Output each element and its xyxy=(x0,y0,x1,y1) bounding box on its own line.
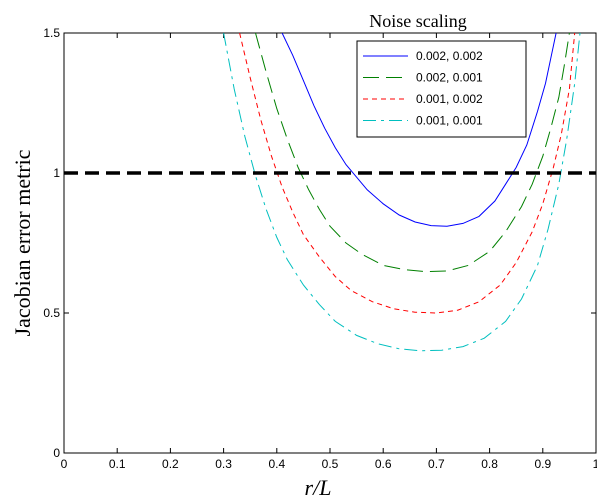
series-line-2 xyxy=(255,33,570,273)
y-tick-label: 0 xyxy=(53,446,60,460)
legend: Noise scaling 0.002, 0.002 0.002, 0.001 0.… xyxy=(356,11,527,138)
x-axis: 0 0.1 0.2 0.3 0.4 0.5 0.6 0.7 0.8 0.9 1 xyxy=(61,33,597,471)
x-tick-label: 0.7 xyxy=(428,457,445,471)
y-tick-label: 0.5 xyxy=(43,306,60,320)
x-tick-label: 0.8 xyxy=(481,457,498,471)
y-tick-label: 1 xyxy=(53,166,60,180)
x-tick-label: 0.4 xyxy=(268,457,285,471)
legend-title: Noise scaling xyxy=(369,11,466,31)
x-tick-label: 0 xyxy=(61,457,68,471)
legend-label: 0.001, 0.002 xyxy=(416,92,483,106)
series-line-1 xyxy=(281,33,557,227)
y-axis: 0 0.5 1 1.5 xyxy=(43,26,596,460)
x-tick-label: 0.1 xyxy=(109,457,126,471)
legend-label: 0.002, 0.002 xyxy=(416,49,483,63)
x-tick-label: 0.6 xyxy=(375,457,392,471)
y-axis-label: Jacobian error metric xyxy=(10,149,35,336)
legend-label: 0.002, 0.001 xyxy=(416,71,483,85)
y-tick-label: 1.5 xyxy=(43,26,60,40)
legend-box xyxy=(356,40,527,138)
x-axis-label: r/L xyxy=(305,475,332,500)
series-layer xyxy=(223,33,581,352)
x-tick-label: 0.9 xyxy=(534,457,551,471)
series-line-4 xyxy=(223,33,581,352)
x-tick-label: 1 xyxy=(593,457,597,471)
series-line-3 xyxy=(239,33,576,314)
x-tick-label: 0.5 xyxy=(322,457,339,471)
x-tick-label: 0.3 xyxy=(215,457,232,471)
legend-label: 0.001, 0.001 xyxy=(416,114,483,128)
x-tick-label: 0.2 xyxy=(162,457,179,471)
